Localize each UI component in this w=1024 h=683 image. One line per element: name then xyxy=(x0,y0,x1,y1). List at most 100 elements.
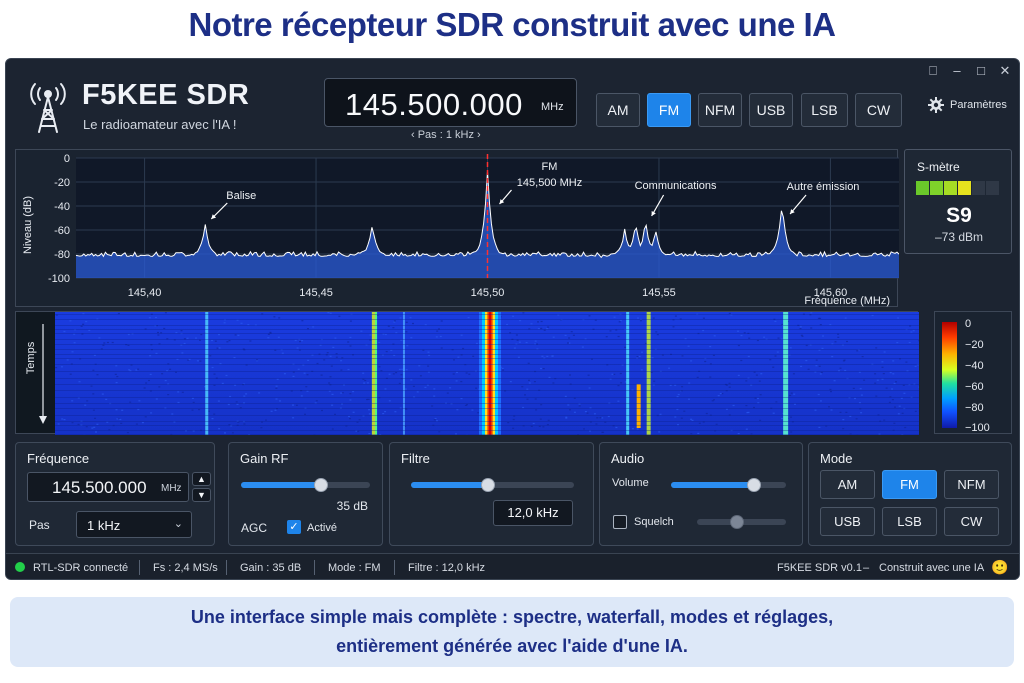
waterfall-noise xyxy=(378,397,381,399)
mode-button-nfm[interactable]: NFM xyxy=(698,93,742,127)
waterfall-noise xyxy=(360,330,363,332)
settings-button[interactable]: Paramètres xyxy=(928,97,1007,113)
waterfall-noise xyxy=(233,357,236,359)
squelch-slider-handle[interactable] xyxy=(730,515,744,529)
waterfall-noise xyxy=(450,403,453,405)
frequency-up-button[interactable]: ▲ xyxy=(192,472,211,486)
waterfall-noise xyxy=(292,375,295,377)
caption-line-2: entièrement générée avec l'aide d'une IA… xyxy=(336,636,688,656)
waterfall-noise xyxy=(192,430,195,432)
waterfall-noise xyxy=(112,424,115,427)
waterfall-noise xyxy=(301,320,304,322)
waterfall-noise xyxy=(321,409,323,412)
x-tick-label: 145,45 xyxy=(299,287,333,299)
close-icon[interactable]: ✕ xyxy=(999,63,1011,78)
mode-panel-button-lsb[interactable]: LSB xyxy=(882,507,937,536)
waterfall-noise xyxy=(774,355,777,357)
step-select[interactable]: 1 kHz ⌄ xyxy=(76,511,192,538)
waterfall-noise xyxy=(115,409,118,411)
waterfall-signal xyxy=(646,312,651,435)
waterfall-noise xyxy=(392,373,395,375)
waterfall-noise xyxy=(793,393,796,395)
mode-button-usb[interactable]: USB xyxy=(749,93,793,127)
mode-panel-button-fm[interactable]: FM xyxy=(882,470,937,499)
mode-button-am[interactable]: AM xyxy=(596,93,640,127)
waterfall-noise xyxy=(534,370,537,373)
waterfall-noise xyxy=(725,384,728,386)
waterfall-noise xyxy=(515,343,518,345)
waterfall-noise xyxy=(903,392,906,394)
waterfall-noise xyxy=(659,413,662,415)
waterfall-noise xyxy=(410,337,413,339)
frequency-display[interactable]: 145.500.000 MHz xyxy=(324,78,577,127)
waterfall-noise xyxy=(144,416,147,418)
frequency-down-button[interactable]: ▼ xyxy=(192,488,211,502)
waterfall-noise xyxy=(380,370,383,372)
frequency-input[interactable]: 145.500.000 MHz xyxy=(27,472,189,502)
waterfall-noise xyxy=(844,317,847,319)
waterfall-noise xyxy=(825,425,828,427)
waterfall-panel[interactable]: Temps xyxy=(15,311,919,435)
waterfall-noise xyxy=(652,317,655,319)
squelch-checkbox[interactable] xyxy=(613,515,627,529)
waterfall-noise xyxy=(312,326,315,328)
waterfall-noise xyxy=(535,343,538,345)
spectrum-panel[interactable]: Niveau (dB) Fréquence (MHz) 0 -20 -40 -60 -8… xyxy=(15,149,899,307)
agc-checkbox[interactable]: ✓ xyxy=(287,520,301,534)
waterfall-noise xyxy=(653,380,656,382)
waterfall-noise xyxy=(129,401,132,403)
tuning-step-label[interactable]: ‹ Pas : 1 kHz › xyxy=(411,129,481,141)
annotation-balise: Balise xyxy=(226,190,256,202)
filter-slider-handle[interactable] xyxy=(481,478,495,492)
waterfall-noise xyxy=(535,409,538,411)
waterfall-noise xyxy=(672,319,675,321)
waterfall-noise xyxy=(888,401,891,403)
waterfall-noise xyxy=(564,395,567,397)
minimize-icon[interactable]: – xyxy=(953,63,961,78)
waterfall-noise xyxy=(713,399,715,401)
restore-icon[interactable]: ⎕ xyxy=(929,63,937,78)
filter-width-field[interactable]: 12,0 kHz xyxy=(493,500,573,526)
spectrum-area xyxy=(76,171,899,278)
volume-slider-handle[interactable] xyxy=(747,478,761,492)
waterfall-noise xyxy=(261,421,263,423)
mode-button-cw[interactable]: CW xyxy=(855,93,902,127)
status-separator xyxy=(314,560,315,575)
mode-button-fm[interactable]: FM xyxy=(647,93,691,127)
waterfall-noise xyxy=(681,355,684,357)
waterfall-noise xyxy=(709,414,712,416)
waterfall-noise xyxy=(409,317,412,319)
mode-panel-button-usb[interactable]: USB xyxy=(820,507,875,536)
waterfall-noise xyxy=(908,384,911,386)
waterfall-noise xyxy=(885,387,888,389)
waterfall-noise xyxy=(106,341,109,344)
waterfall-noise xyxy=(395,372,398,374)
waterfall-noise xyxy=(306,374,309,376)
mode-panel-button-nfm[interactable]: NFM xyxy=(944,470,999,499)
mode-panel-button-am[interactable]: AM xyxy=(820,470,875,499)
waterfall-noise xyxy=(368,413,371,415)
waterfall-noise xyxy=(167,394,170,396)
waterfall-noise xyxy=(216,347,219,349)
waterfall-noise xyxy=(217,400,220,402)
waterfall-noise xyxy=(848,397,851,399)
waterfall-noise xyxy=(464,404,467,406)
maximize-icon[interactable]: □ xyxy=(977,63,985,78)
waterfall-noise xyxy=(697,432,700,434)
frequency-input-value: 145.500.000 xyxy=(52,478,147,497)
waterfall-noise xyxy=(141,422,144,424)
waterfall-noise xyxy=(874,373,877,375)
mode-button-lsb[interactable]: LSB xyxy=(801,93,848,127)
waterfall-noise xyxy=(466,404,468,406)
waterfall-noise xyxy=(640,318,642,320)
waterfall-noise xyxy=(526,398,529,400)
mode-panel-button-cw[interactable]: CW xyxy=(944,507,999,536)
waterfall-noise xyxy=(817,317,820,319)
waterfall-noise xyxy=(755,374,758,376)
waterfall-noise xyxy=(298,338,301,341)
waterfall-noise xyxy=(602,431,605,433)
y-tick-label: 0 xyxy=(64,153,70,165)
gain-slider-handle[interactable] xyxy=(314,478,328,492)
waterfall-noise xyxy=(583,428,585,430)
waterfall-noise xyxy=(143,387,146,389)
